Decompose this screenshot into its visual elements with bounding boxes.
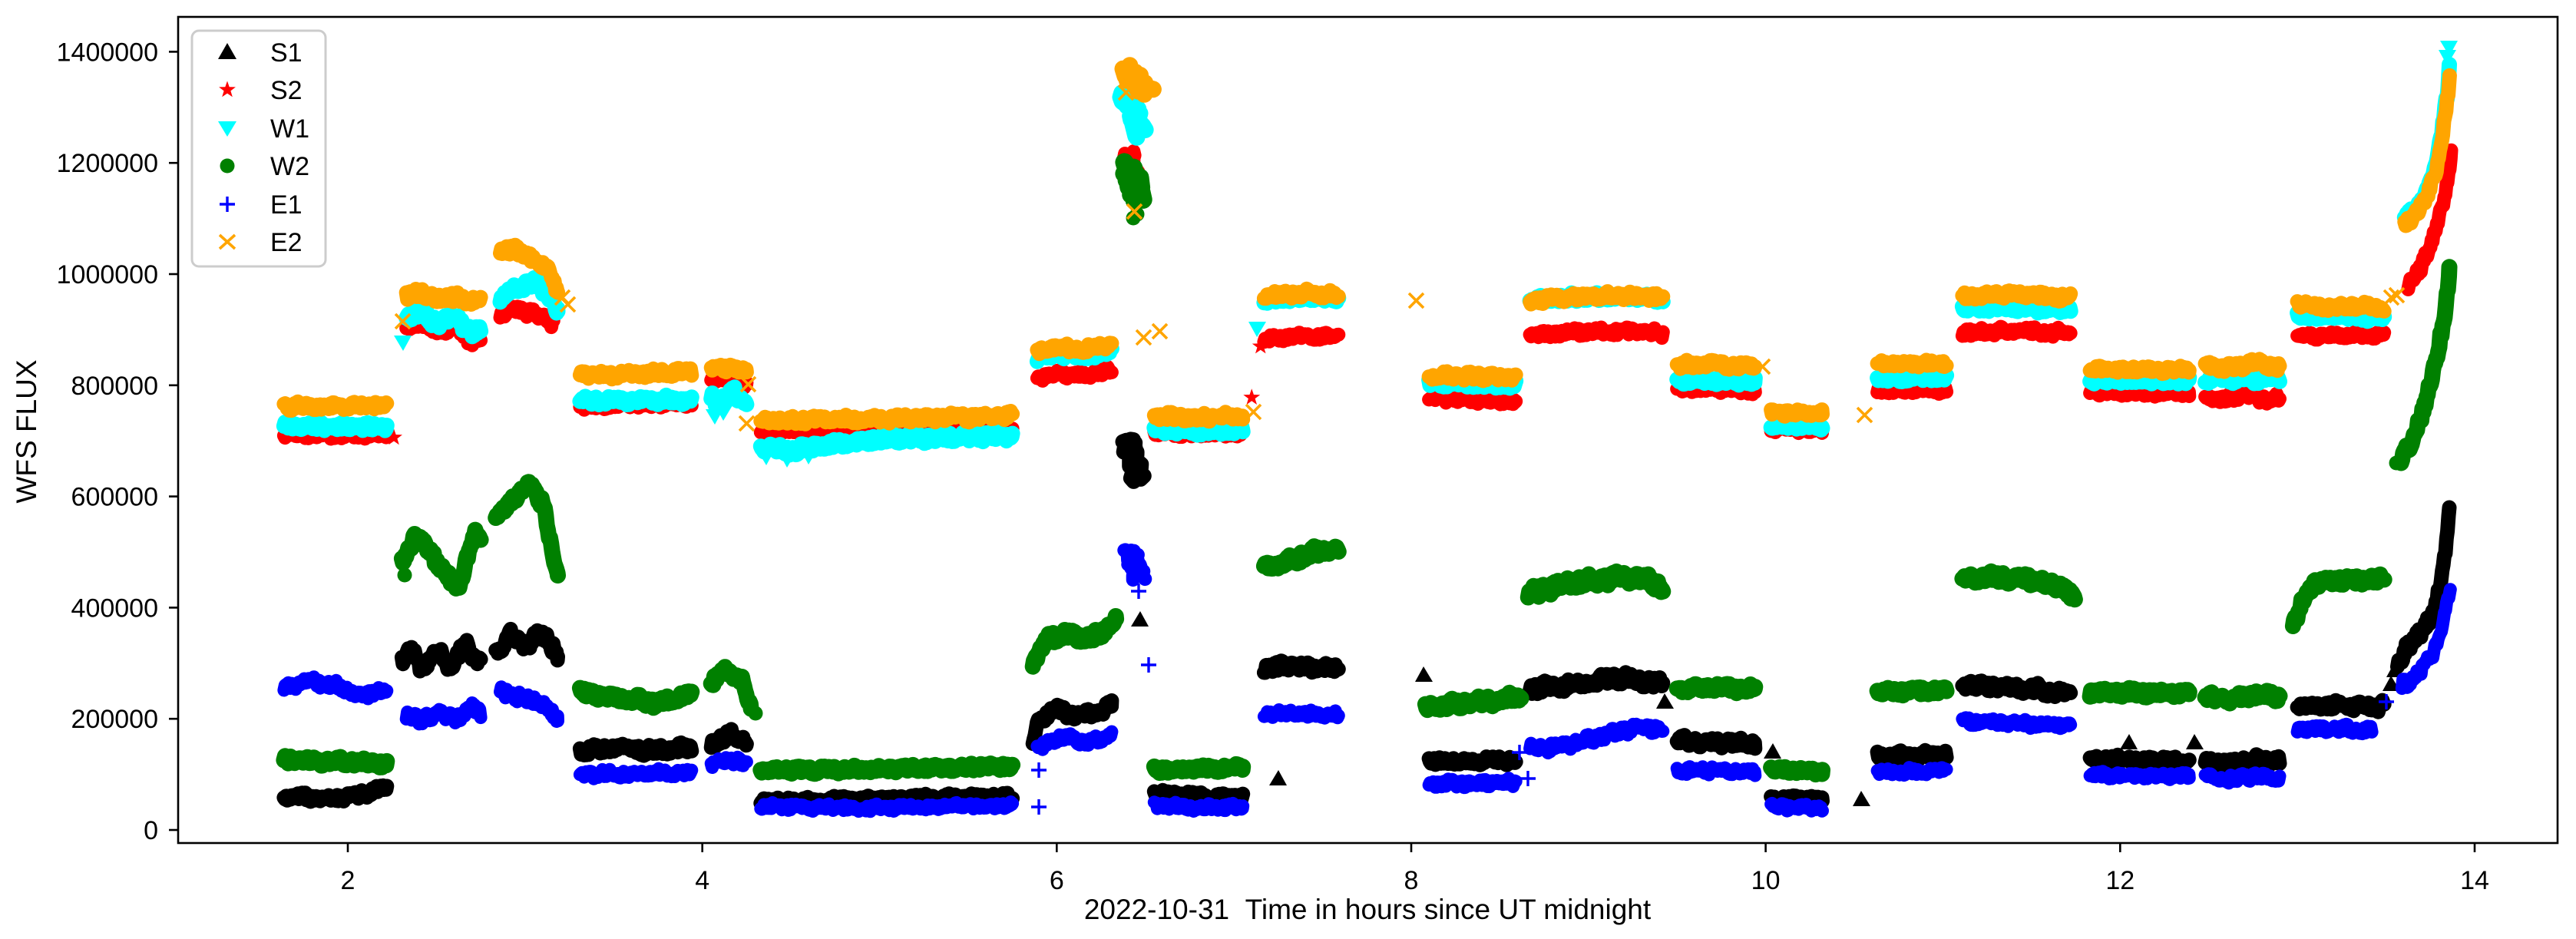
svg-text:W2: W2: [270, 152, 309, 181]
svg-text:10: 10: [1751, 866, 1781, 895]
svg-text:14: 14: [2460, 866, 2489, 895]
svg-text:WFS FLUX: WFS FLUX: [11, 359, 42, 503]
svg-text:1000000: 1000000: [57, 260, 158, 289]
svg-text:400000: 400000: [71, 593, 158, 623]
svg-text:S1: S1: [270, 38, 303, 68]
svg-text:W1: W1: [270, 114, 309, 144]
svg-text:200000: 200000: [71, 705, 158, 734]
svg-text:6: 6: [1050, 866, 1064, 895]
svg-text:E1: E1: [270, 190, 303, 220]
svg-text:600000: 600000: [71, 483, 158, 512]
svg-text:0: 0: [144, 816, 158, 845]
svg-text:1200000: 1200000: [57, 149, 158, 178]
svg-text:2022-10-31 Time in hours sinc: 2022-10-31 Time in hours since UT midnig…: [1084, 894, 1652, 925]
svg-text:4: 4: [695, 866, 709, 895]
svg-text:8: 8: [1404, 866, 1419, 895]
svg-text:1400000: 1400000: [57, 38, 158, 67]
svg-text:2: 2: [341, 866, 355, 895]
svg-text:12: 12: [2105, 866, 2135, 895]
svg-text:800000: 800000: [71, 372, 158, 401]
svg-text:S2: S2: [270, 76, 303, 105]
svg-text:E2: E2: [270, 228, 303, 257]
